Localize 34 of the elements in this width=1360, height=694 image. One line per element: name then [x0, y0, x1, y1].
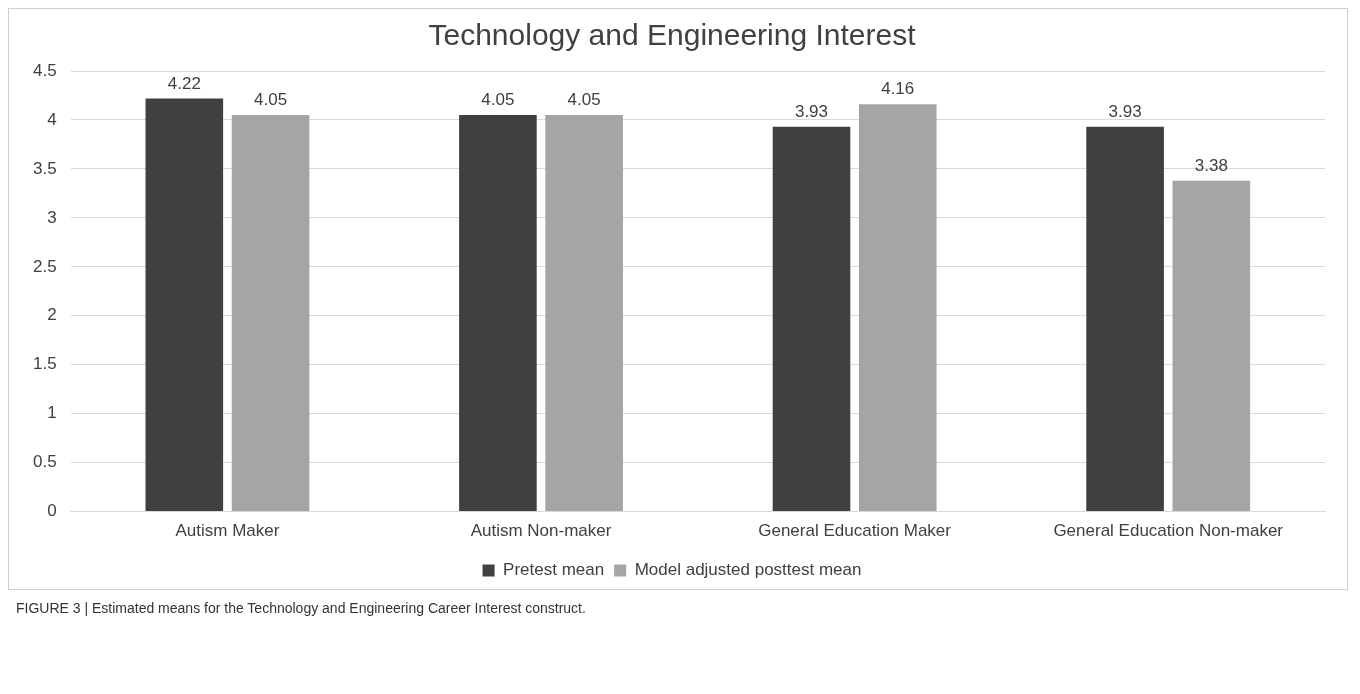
data-label: 3.38: [1194, 155, 1228, 175]
bar: [145, 98, 224, 512]
bar: [545, 115, 623, 512]
data-label: 4.05: [254, 90, 288, 110]
x-tick-label: General Education Non-maker: [1053, 521, 1284, 541]
bar: [772, 126, 851, 512]
y-tick-label: 3.5: [32, 158, 57, 178]
bar: [858, 104, 937, 512]
y-tick-label: 4.5: [32, 60, 57, 80]
bar: [459, 115, 537, 512]
data-label: 4.05: [481, 90, 515, 110]
x-tick-label: Autism Maker: [175, 521, 280, 541]
y-tick-label: 4: [47, 109, 57, 129]
caption: FIGURE 3 | Estimated means for the Technology and Engineering Career Interest construct.: [15, 599, 587, 618]
y-tick-label: 2: [47, 305, 57, 325]
y-tick-label: 0: [47, 501, 57, 521]
x-tick-label: Autism Non-maker: [470, 521, 612, 541]
data-label: 4.05: [567, 90, 601, 110]
y-tick-label: 2.5: [32, 256, 57, 276]
data-label: 4.16: [881, 79, 915, 99]
y-tick-label: 0.5: [32, 452, 57, 472]
data-label: 3.93: [1108, 102, 1142, 121]
y-tick-label: 1: [47, 403, 57, 423]
bar: [231, 115, 310, 512]
x-tick-label: General Education Maker: [758, 521, 952, 541]
bar: [1172, 180, 1251, 512]
bar: [1086, 126, 1164, 512]
y-tick-label: 3: [47, 207, 57, 227]
chart-title: Technology and Engineering Interest: [428, 18, 917, 52]
y-tick-label: 1.5: [32, 354, 57, 374]
legend-label: Pretest mean: [503, 560, 605, 580]
legend-label: Model adjusted posttest mean: [634, 560, 862, 580]
data-label: 4.22: [167, 73, 201, 93]
data-label: 3.93: [794, 102, 829, 121]
